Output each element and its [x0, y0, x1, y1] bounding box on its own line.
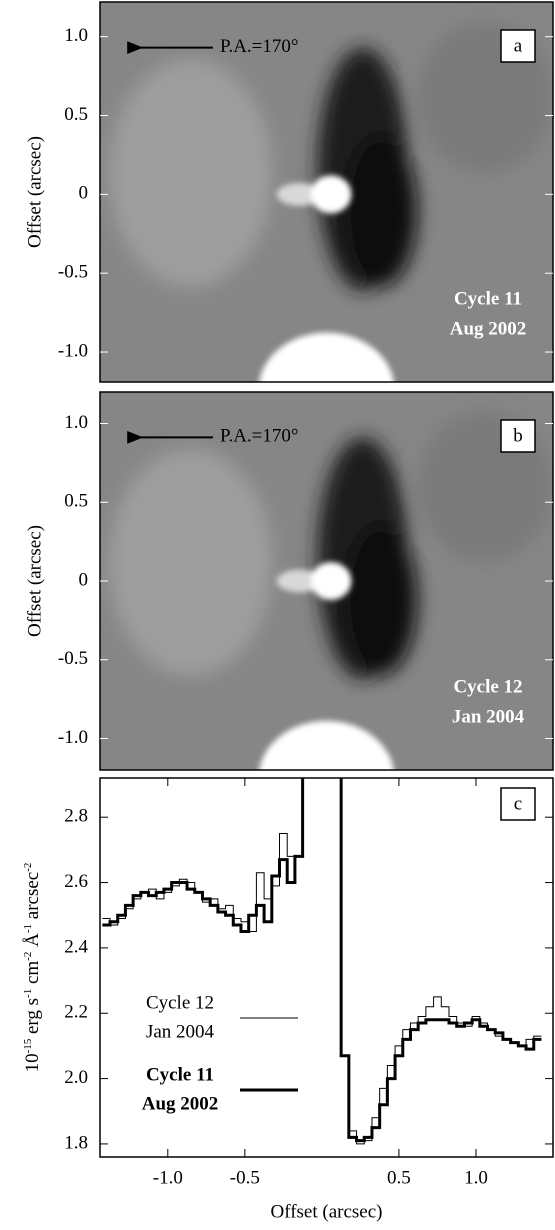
image-blur	[259, 562, 394, 770]
y-tick-label: -1.0	[58, 340, 88, 361]
y-axis-label-part: erg s	[22, 998, 43, 1039]
y-axis-label-part: arcsec	[22, 872, 43, 924]
y-tick-label: 0.5	[64, 104, 88, 125]
panel-label-box	[500, 419, 536, 453]
bright-haze	[109, 59, 273, 287]
y-tick-label: -0.5	[58, 262, 88, 283]
y-tick-label: 1.8	[64, 1132, 88, 1153]
legend-label: Cycle 12	[146, 992, 214, 1013]
image	[100, 2, 553, 382]
y-axis-label: Offset (arcsec)	[24, 525, 45, 637]
y-tick-label: -0.5	[58, 648, 88, 669]
star-glow	[276, 182, 322, 206]
y-axis-label-part: -15	[22, 1038, 34, 1053]
y-tick-label: 2.0	[64, 1067, 88, 1088]
y-tick-label: 2.2	[64, 1002, 88, 1023]
plot-bg	[100, 778, 553, 1157]
y-axis-label-part: cm	[22, 961, 43, 989]
arrow-label: P.A.=170°	[220, 36, 299, 57]
bottom-source	[259, 720, 394, 770]
y-tick-label: 2.4	[64, 936, 88, 957]
annotation: Jan 2004	[452, 706, 525, 727]
panel-label-box	[500, 29, 536, 63]
x-tick-label: 0.5	[387, 1167, 411, 1188]
y-axis-label-part: 10	[22, 1053, 43, 1072]
panel-label-box	[500, 787, 536, 821]
panel-label: c	[514, 793, 522, 814]
dark-lobe	[344, 524, 418, 676]
star-glow	[276, 569, 322, 593]
step-line	[102, 778, 542, 1143]
annotation: Aug 2002	[450, 318, 527, 339]
panel-label: a	[514, 35, 523, 56]
legend-label: Jan 2004	[146, 1021, 215, 1042]
panel-label: b	[513, 425, 523, 446]
x-tick-label: -1.0	[153, 1167, 183, 1188]
bottom-source	[259, 332, 394, 382]
y-tick-label: 0.5	[64, 491, 88, 512]
star	[310, 562, 352, 600]
y-tick-label: 1.0	[64, 25, 88, 46]
image-blur	[259, 175, 394, 382]
y-axis-label-part: -1	[22, 989, 34, 998]
y-axis-label-part: Å	[22, 933, 43, 952]
y-tick-label: 0	[79, 183, 89, 204]
y-axis-label: 10-15 erg s-1 cm-2 Å-1 arcsec-2	[22, 863, 44, 1073]
y-tick-label: 2.6	[64, 871, 88, 892]
y-axis-label: Offset (arcsec)	[24, 136, 45, 248]
y-axis-label-part: -2	[22, 952, 34, 961]
bright-haze	[109, 448, 273, 676]
y-tick-label: 1.0	[64, 412, 88, 433]
y-tick-label: -1.0	[58, 727, 88, 748]
image-blur	[109, 410, 553, 680]
x-tick-label: 1.0	[464, 1167, 488, 1188]
dark-lobe	[344, 135, 418, 287]
y-tick-label: 2.8	[64, 806, 88, 827]
annotation: Cycle 12	[453, 676, 522, 697]
star	[310, 175, 352, 214]
x-tick-label: -0.5	[230, 1167, 260, 1188]
legend-label: Cycle 11	[146, 1064, 214, 1085]
y-axis-label-part: -2	[22, 863, 34, 872]
legend-label: Aug 2002	[142, 1093, 219, 1114]
y-axis-label-part: -1	[22, 924, 34, 933]
frame	[99, 1, 554, 383]
x-axis-label: Offset (arcsec)	[271, 1201, 383, 1222]
annotation: Cycle 11	[454, 288, 522, 309]
arrow-label: P.A.=170°	[220, 426, 299, 447]
image	[100, 392, 553, 770]
frame	[99, 777, 554, 1158]
y-tick-label: 0	[79, 569, 89, 590]
